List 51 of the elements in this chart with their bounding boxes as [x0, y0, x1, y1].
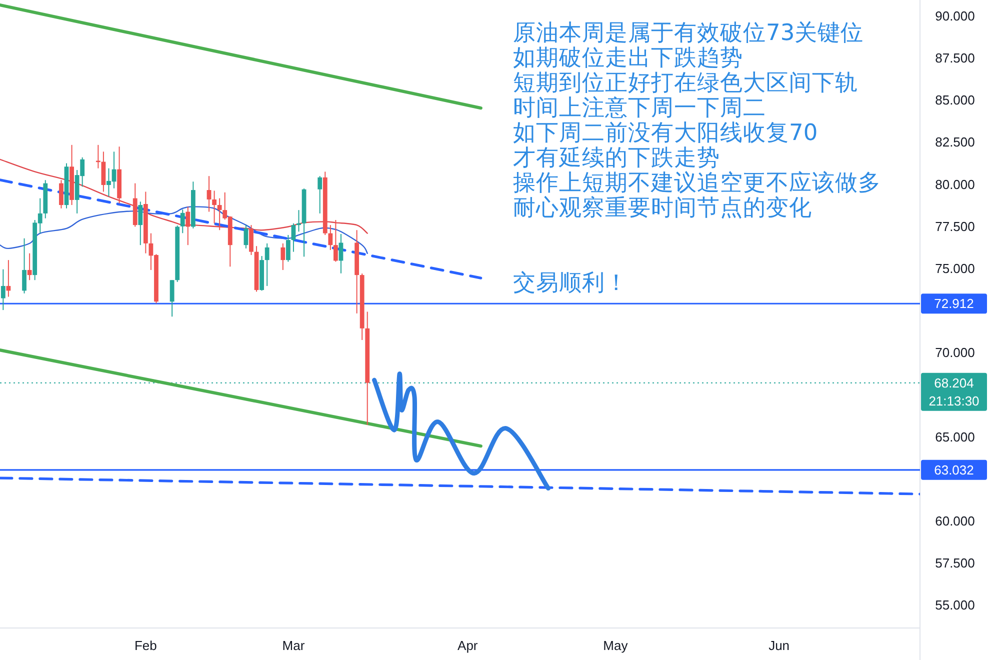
candlestick	[244, 224, 248, 249]
x-tick-label: Jun	[768, 638, 790, 653]
candlestick	[27, 252, 32, 281]
y-tick-label: 75.000	[935, 260, 975, 276]
candlestick	[212, 190, 216, 224]
ref-line-label: 63.032	[934, 462, 974, 478]
price-label: 68.204 21:13:30	[921, 372, 987, 411]
y-tick-label: 70.000	[935, 345, 975, 360]
candlestick	[217, 198, 222, 231]
y-tick-label: 65.000	[935, 429, 975, 444]
y-tick-label: 77.500	[935, 218, 975, 234]
price-label: 72.912	[921, 294, 987, 314]
x-tick-label: Feb	[134, 638, 157, 653]
candlestick	[280, 242, 286, 270]
x-tick-label: May	[603, 638, 628, 653]
x-tick-label: Mar	[282, 638, 306, 653]
y-tick-label: 87.500	[935, 50, 975, 66]
ref-line-label: 72.912	[934, 296, 974, 312]
candlestick	[59, 180, 64, 209]
x-tick-label: Apr	[458, 638, 478, 653]
candlestick	[206, 176, 212, 212]
candlestick	[186, 206, 190, 246]
annotation: 耐心观察重要时间节点的变化	[513, 195, 812, 221]
candlestick	[96, 144, 100, 169]
y-tick-label: 82.500	[935, 134, 975, 150]
y-tick-label: 90.000	[935, 8, 975, 24]
candlestick	[249, 224, 254, 256]
y-tick-label: 55.000	[935, 598, 975, 613]
annotation: 交易顺利！	[513, 270, 628, 296]
candlestick	[180, 209, 185, 234]
ref-line-label: 68.204 21:13:30	[928, 375, 980, 408]
annotation: 短期到位正好打在绿色大区间下轨	[513, 70, 858, 96]
annotation: 时间上注意下周一下周二	[513, 95, 766, 121]
annotation: 原油本周是属于有效破位73关键位	[513, 20, 864, 46]
candlestick	[170, 280, 174, 318]
candlestick	[0, 268, 6, 311]
candlestick	[101, 151, 106, 192]
y-tick-label: 60.000	[935, 513, 975, 528]
price-label: 63.032	[921, 460, 987, 480]
y-tick-label: 80.000	[935, 176, 975, 192]
annotation: 才有延续的下跌走势	[513, 145, 720, 171]
y-tick-label: 57.500	[935, 556, 975, 571]
candlestick	[264, 242, 270, 286]
y-tick-label: 85.000	[935, 92, 975, 108]
candlestick	[286, 234, 290, 262]
annotation: 如期破位走出下跌趋势	[513, 45, 743, 71]
candlestick	[22, 238, 26, 294]
annotation: 操作上短期不建议追空更不应该做多	[513, 170, 881, 196]
annotation: 如下周二前没有大阳线收复70	[513, 120, 818, 146]
candlestick	[6, 260, 11, 298]
candlestick	[138, 201, 143, 246]
